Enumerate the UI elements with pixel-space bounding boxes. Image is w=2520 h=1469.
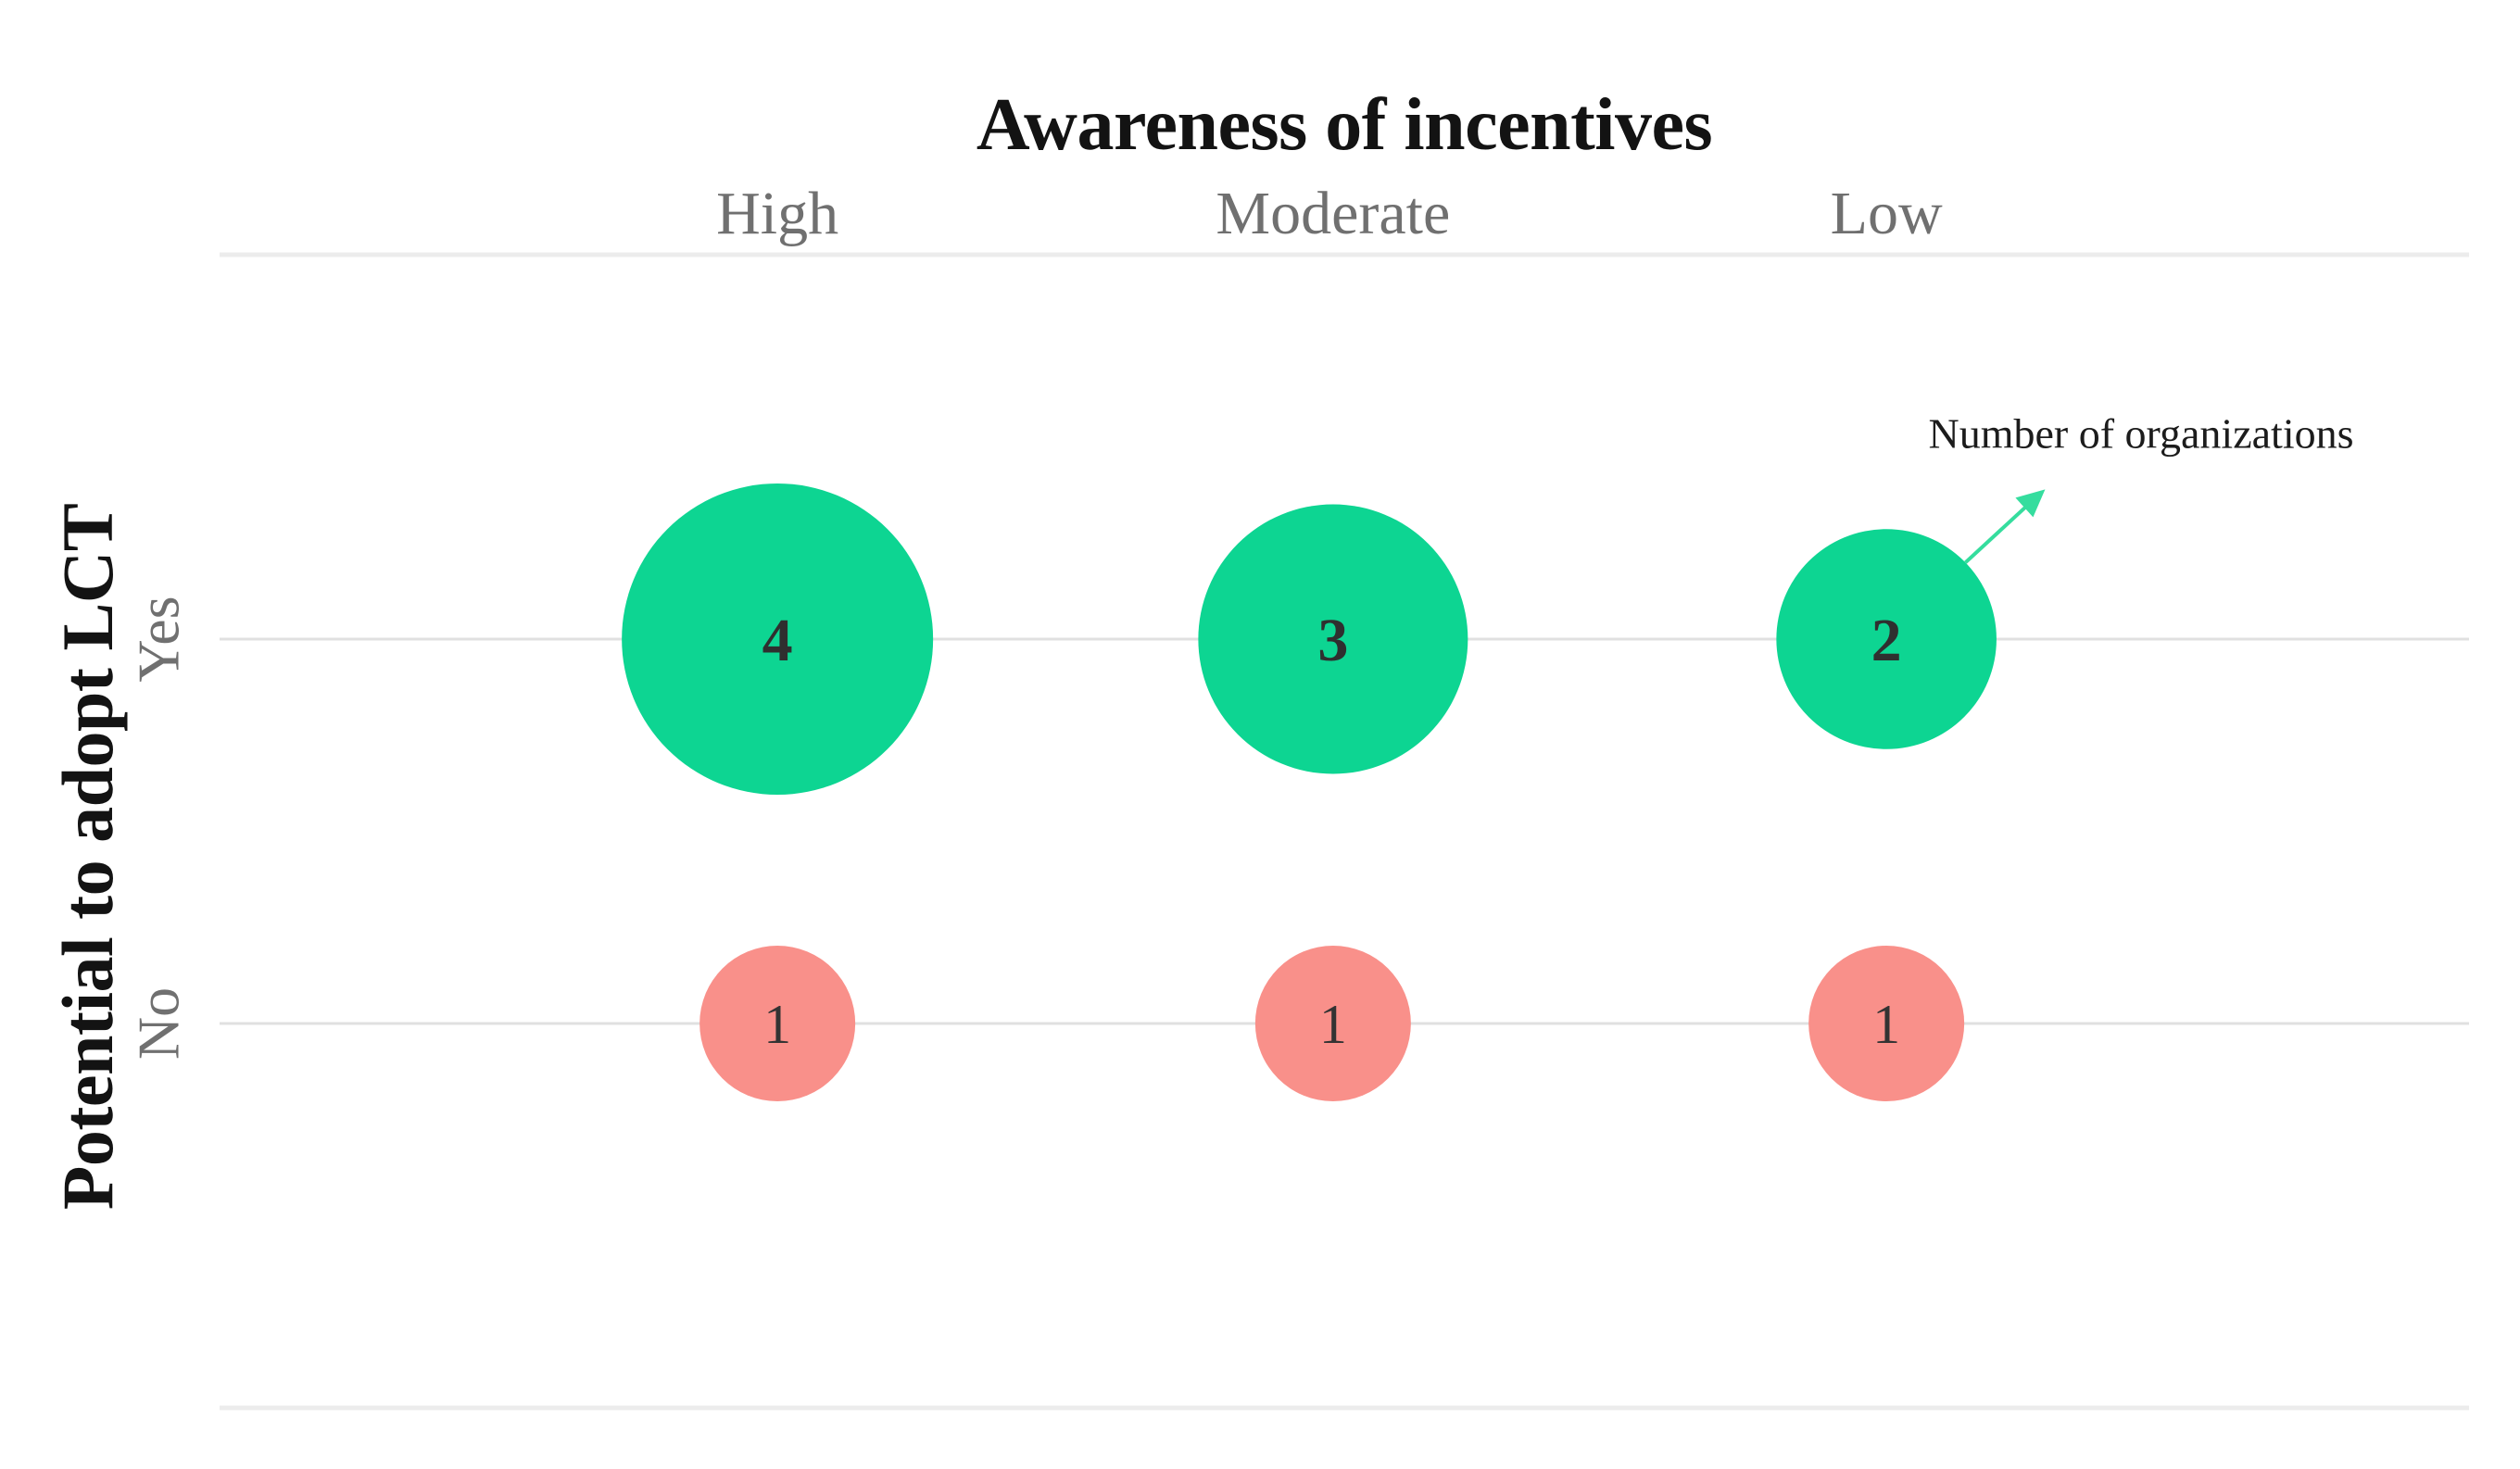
bubble-value-yes-high: 4 bbox=[762, 607, 793, 674]
bubble-value-no-high: 1 bbox=[763, 994, 791, 1055]
x-axis-label-high: High bbox=[716, 180, 838, 247]
bubble-value-no-moderate: 1 bbox=[1319, 994, 1347, 1055]
y-axis-label-yes: Yes bbox=[126, 596, 192, 682]
bubble-value-yes-low: 2 bbox=[1871, 607, 1902, 674]
chart-title: Awareness of incentives bbox=[976, 84, 1713, 166]
annotation-label: Number of organizations bbox=[1928, 409, 2354, 458]
bubble-no-low bbox=[1808, 946, 1965, 1101]
bubble-yes-moderate bbox=[1198, 504, 1468, 774]
bubble-yes-high bbox=[622, 483, 934, 795]
bubble-no-moderate bbox=[1254, 946, 1411, 1101]
annotation-arrow-head-icon bbox=[2015, 489, 2046, 518]
bubble-no-high bbox=[699, 946, 856, 1101]
y-axis-title: Potential to adopt LCT bbox=[47, 503, 128, 1211]
bubble-yes-low bbox=[1776, 529, 1997, 749]
bubble-value-no-low: 1 bbox=[1872, 994, 1900, 1055]
x-axis-label-low: Low bbox=[1831, 180, 1943, 247]
bubble-value-yes-moderate: 3 bbox=[1317, 607, 1348, 674]
x-axis-label-moderate: Moderate bbox=[1216, 180, 1450, 247]
y-axis-label-no: No bbox=[126, 987, 192, 1060]
